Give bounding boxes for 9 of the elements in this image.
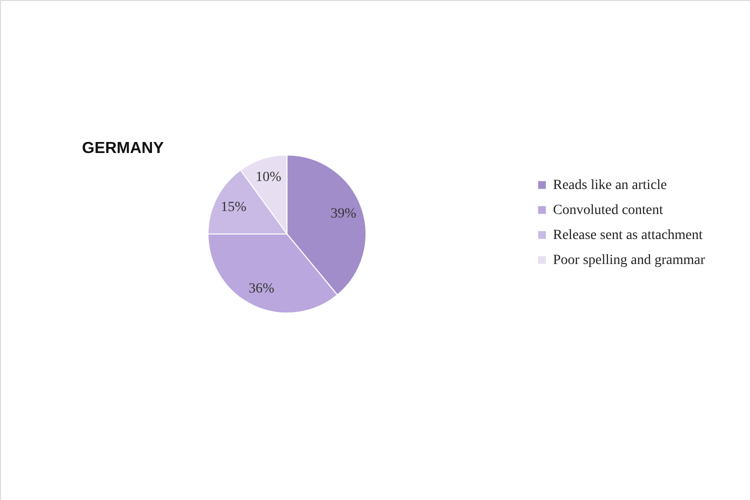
legend-label: Reads like an article [553,178,667,193]
data-label: 36% [248,281,275,296]
data-label: 39% [330,206,357,222]
legend-label: Release sent as attachment [553,228,703,243]
chart-title: GERMANY [82,140,164,157]
data-label: 15% [220,200,247,215]
legend-label: Convoluted content [553,203,664,218]
legend-label: Poor spelling and grammar [553,253,706,268]
data-label: 10% [256,170,282,185]
